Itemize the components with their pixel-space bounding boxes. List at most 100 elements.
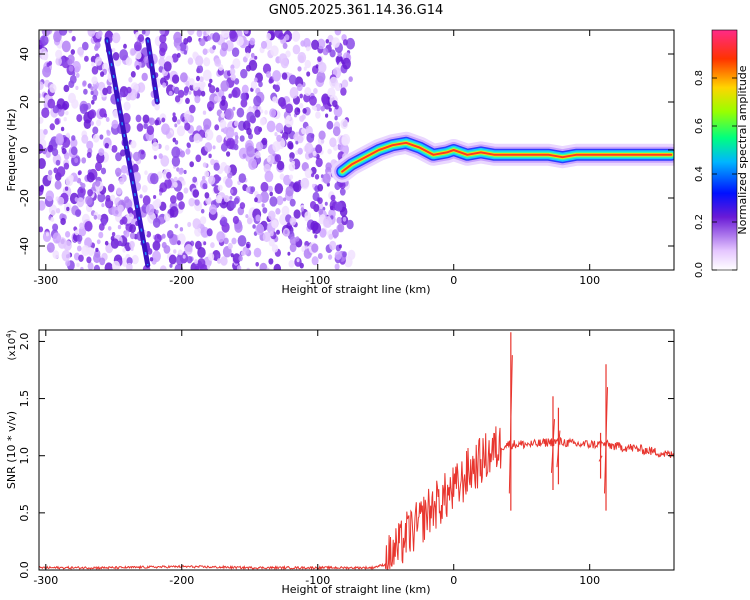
noise-speckle [55,49,63,59]
noise-speckle [111,145,118,153]
noise-speckle [194,227,202,237]
noise-speckle [304,168,313,179]
noise-speckle [48,169,53,176]
noise-speckle [317,183,324,192]
noise-speckle [317,253,323,260]
noise-speckle [68,65,74,72]
noise-speckle [216,258,222,264]
noise-speckle [246,111,255,123]
snr-xlabel: Height of straight line (km) [281,583,430,596]
noise-speckle [139,194,143,199]
noise-speckle [276,160,285,171]
noise-speckle [212,145,216,150]
noise-speckle [232,87,241,98]
noise-speckle [217,176,222,182]
noise-speckle [117,204,124,213]
noise-speckle [95,161,102,172]
noise-speckle [339,188,346,196]
noise-speckle [185,80,190,87]
noise-speckle [104,142,110,149]
noise-speckle [188,90,192,95]
noise-speckle [153,155,157,160]
noise-speckle [311,256,319,266]
noise-speckle [188,78,195,86]
noise-speckle [39,143,44,154]
noise-speckle [198,136,203,142]
colorbar-tick-label: 0.2 [694,214,705,230]
noise-speckle [54,118,60,125]
noise-speckle [98,148,105,156]
diagonal-track [145,37,160,105]
noise-speckle [107,226,112,231]
noise-speckle [81,157,87,164]
noise-speckle [141,185,148,193]
noise-speckle [123,43,127,49]
noise-speckle [99,257,106,266]
noise-speckle [268,210,276,221]
noise-speckle [91,76,98,85]
noise-speckle [111,232,116,237]
x-tick-label: -100 [305,574,330,587]
noise-speckle [137,34,145,43]
noise-speckle [196,30,203,38]
noise-speckle [41,107,50,119]
noise-speckle [83,104,89,111]
noise-speckle [178,89,185,98]
noise-speckle [297,108,300,113]
noise-speckle [199,38,206,47]
noise-speckle [134,41,142,52]
noise-speckle [254,109,261,118]
noise-speckle [342,39,348,46]
noise-speckle [86,151,92,159]
noise-speckle [87,247,95,256]
noise-speckle [254,125,261,135]
noise-speckle [71,99,79,109]
noise-speckle [100,167,107,175]
noise-speckle [331,37,340,48]
noise-speckle [269,230,274,237]
noise-speckle [278,32,285,40]
noise-speckle [65,110,69,116]
snr-multiplier: (x104) [5,329,18,360]
noise-speckle [268,185,273,193]
noise-speckle [186,142,191,149]
noise-speckle [224,108,234,120]
noise-speckle [288,74,297,85]
noise-speckle [93,253,101,264]
noise-speckle [72,71,76,76]
noise-speckle [217,184,223,192]
noise-speckle [289,87,299,99]
noise-speckle [184,122,191,131]
noise-speckle [46,242,55,253]
noise-speckle [91,61,95,67]
noise-speckle [269,108,277,118]
noise-speckle [315,111,321,119]
noise-speckle [341,133,351,146]
noise-speckle [178,168,184,175]
noise-speckle [63,84,70,93]
noise-speckle [269,191,274,197]
noise-speckle [175,254,184,266]
noise-speckle [141,72,148,82]
y-tick-label: 2.0 [18,333,31,351]
noise-speckle [274,183,284,195]
noise-speckle [75,85,79,90]
noise-speckle [130,246,134,251]
noise-speckle [213,162,220,171]
noise-speckle [176,125,186,137]
noise-speckle [187,57,194,65]
noise-speckle [52,250,60,259]
noise-speckle [304,245,308,250]
noise-speckle [207,101,215,111]
noise-speckle [135,65,140,70]
noise-speckle [225,177,233,188]
noise-speckle [274,154,282,163]
noise-speckle [255,214,261,222]
noise-speckle [115,152,122,162]
noise-speckle [266,32,272,40]
noise-speckle [239,135,245,142]
noise-speckle [194,259,199,265]
noise-speckle [188,197,195,207]
noise-speckle [261,137,268,146]
